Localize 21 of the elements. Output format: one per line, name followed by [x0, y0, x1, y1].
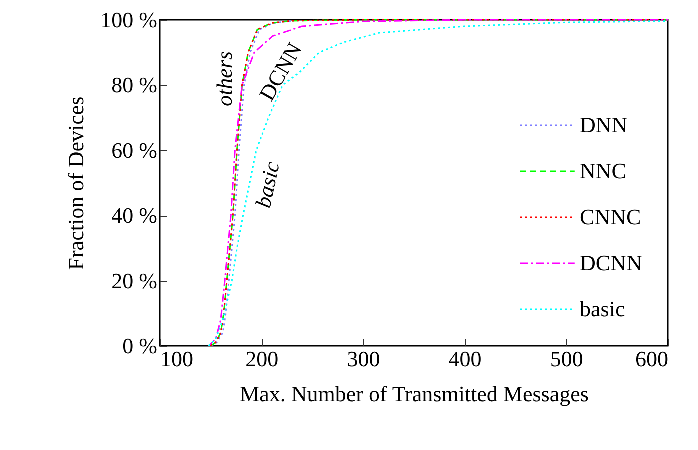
x-tick-label: 300 — [347, 346, 380, 372]
x-tick-label: 400 — [448, 346, 482, 372]
y-tick-label: 60 % — [112, 138, 158, 163]
legend-label: NNC — [580, 158, 626, 184]
x-tick-label: 100 — [160, 346, 194, 372]
y-axis-title: Fraction of Devices — [64, 96, 89, 270]
x-tick-label: 600 — [636, 346, 668, 372]
y-tick-label: 100 % — [100, 8, 158, 32]
x-axis-title: Max. Number of Transmitted Messages — [240, 382, 589, 406]
y-tick-label: 0 % — [122, 334, 158, 358]
legend-label: DNN — [580, 112, 628, 138]
annotation: basic — [250, 159, 285, 210]
y-tick-label: 40 % — [112, 203, 158, 228]
x-tick-label: 200 — [246, 346, 279, 372]
y-tick-label: 20 % — [112, 268, 158, 294]
x-tick-label: 500 — [550, 346, 584, 372]
y-tick-label: 80 % — [112, 72, 158, 98]
legend-label: basic — [580, 296, 626, 322]
annotation: others — [212, 52, 237, 106]
legend-label: CNNC — [580, 204, 642, 230]
legend-label: DCNN — [580, 250, 642, 276]
